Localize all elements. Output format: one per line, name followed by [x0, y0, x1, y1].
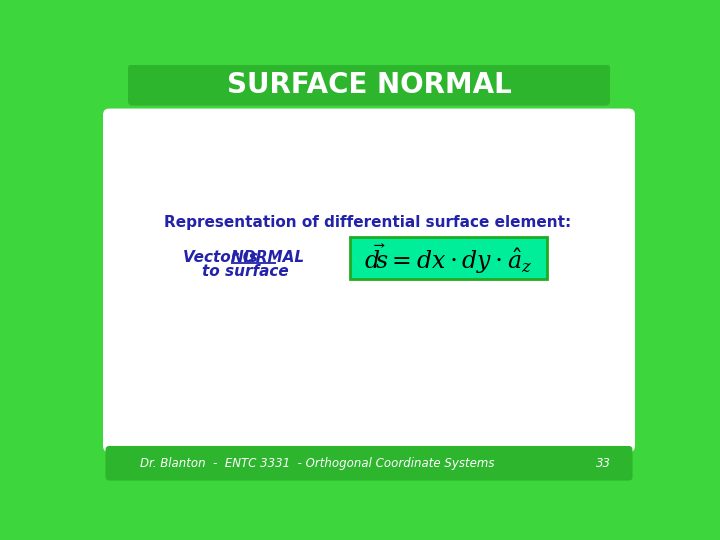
Text: Dr. Blanton  -  ENTC 3331  - Orthogonal Coordinate Systems: Dr. Blanton - ENTC 3331 - Orthogonal Coo…: [140, 457, 495, 470]
Text: Representation of differential surface element:: Representation of differential surface e…: [163, 215, 571, 230]
FancyBboxPatch shape: [128, 64, 610, 106]
Text: NORMAL: NORMAL: [231, 250, 305, 265]
FancyBboxPatch shape: [102, 107, 636, 454]
Text: to surface: to surface: [202, 264, 289, 279]
Text: SURFACE NORMAL: SURFACE NORMAL: [227, 71, 511, 99]
FancyBboxPatch shape: [350, 237, 547, 279]
Text: $\vec{d\!s} = dx \cdot dy \cdot \hat{a}_z$: $\vec{d\!s} = dx \cdot dy \cdot \hat{a}_…: [364, 241, 532, 275]
Text: 33: 33: [596, 457, 611, 470]
FancyBboxPatch shape: [106, 446, 632, 481]
Text: Vector is: Vector is: [183, 250, 263, 265]
